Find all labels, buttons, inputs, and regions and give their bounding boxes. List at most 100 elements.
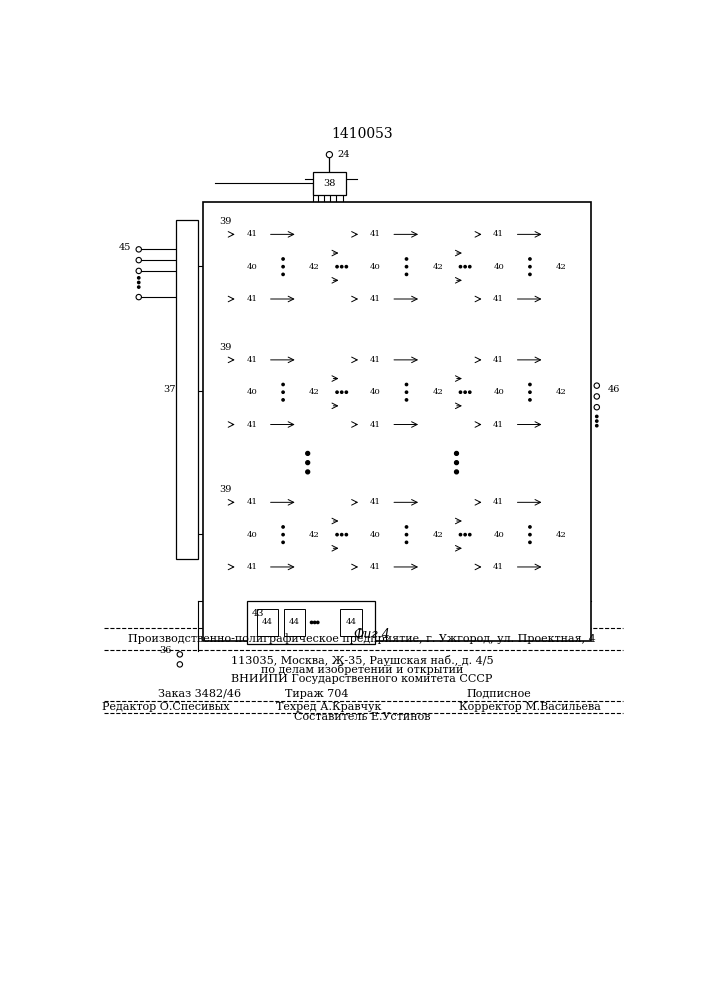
Text: по делам изобретений и открытий: по делам изобретений и открытий	[261, 664, 463, 675]
Text: Редактор О.Спесивых: Редактор О.Спесивых	[102, 702, 230, 712]
Circle shape	[529, 399, 531, 401]
Circle shape	[595, 415, 598, 418]
Text: 39: 39	[219, 343, 232, 352]
Bar	[298, 501, 331, 569]
Text: 45: 45	[119, 243, 131, 252]
Text: Тираж 704: Тираж 704	[285, 689, 349, 699]
Bar	[235, 414, 268, 435]
Bar	[482, 255, 515, 278]
Circle shape	[305, 461, 310, 465]
Circle shape	[345, 533, 348, 536]
Text: Корректор М.Васильева: Корректор М.Васильева	[459, 702, 601, 712]
Circle shape	[341, 266, 343, 268]
Text: Фиг.4: Фиг.4	[353, 628, 390, 641]
Text: 40: 40	[370, 388, 380, 396]
Circle shape	[341, 533, 343, 536]
Bar	[482, 492, 515, 513]
Circle shape	[138, 281, 140, 284]
Circle shape	[460, 533, 462, 536]
Text: 40: 40	[246, 388, 257, 396]
Text: 41: 41	[246, 230, 257, 238]
Bar	[235, 381, 268, 404]
Bar	[298, 233, 331, 301]
Circle shape	[405, 399, 408, 401]
Bar	[473, 487, 580, 582]
Circle shape	[469, 533, 471, 536]
Circle shape	[529, 383, 531, 386]
Text: 41: 41	[493, 563, 504, 571]
Text: 41: 41	[370, 295, 380, 303]
Text: 38: 38	[323, 179, 336, 188]
Bar	[359, 289, 391, 309]
Bar	[482, 381, 515, 404]
Bar	[235, 492, 268, 513]
Bar	[545, 501, 578, 569]
Circle shape	[305, 451, 310, 455]
Circle shape	[529, 541, 531, 544]
Circle shape	[282, 391, 284, 393]
Text: 39: 39	[219, 217, 232, 226]
Bar	[226, 487, 334, 582]
Text: 40: 40	[370, 263, 380, 271]
Bar	[235, 224, 268, 245]
Text: 40: 40	[493, 263, 504, 271]
Bar	[473, 345, 580, 440]
Circle shape	[405, 526, 408, 528]
Bar	[257, 609, 279, 636]
Bar	[235, 289, 268, 309]
Text: 44: 44	[346, 618, 356, 626]
Text: Заказ 3482/46: Заказ 3482/46	[158, 689, 241, 699]
Circle shape	[595, 420, 598, 422]
Bar	[226, 345, 334, 440]
Text: 42: 42	[556, 263, 567, 271]
Circle shape	[282, 258, 284, 260]
Bar	[359, 349, 391, 370]
Bar	[359, 224, 391, 245]
Bar	[482, 224, 515, 245]
Bar	[235, 349, 268, 370]
Circle shape	[345, 266, 348, 268]
Text: 37: 37	[163, 385, 176, 394]
Circle shape	[405, 383, 408, 386]
Text: 24: 24	[337, 150, 350, 159]
Bar	[203, 202, 590, 641]
Circle shape	[455, 461, 458, 465]
Text: Составитель Е.Устинов: Составитель Е.Устинов	[293, 712, 430, 722]
Bar	[284, 609, 305, 636]
Text: 1410053: 1410053	[331, 127, 393, 141]
Bar	[215, 336, 587, 447]
Circle shape	[469, 391, 471, 393]
Circle shape	[529, 391, 531, 393]
Bar	[422, 501, 454, 569]
Bar	[215, 478, 587, 590]
Text: 41: 41	[493, 421, 504, 429]
Circle shape	[405, 541, 408, 544]
Bar	[359, 557, 391, 577]
Circle shape	[282, 266, 284, 268]
Circle shape	[345, 391, 348, 393]
Text: 41: 41	[493, 356, 504, 364]
Bar	[482, 289, 515, 309]
Circle shape	[138, 286, 140, 288]
Circle shape	[282, 399, 284, 401]
Text: 36: 36	[160, 646, 172, 655]
Circle shape	[341, 391, 343, 393]
Circle shape	[529, 533, 531, 536]
Text: 41: 41	[246, 563, 257, 571]
Circle shape	[310, 621, 312, 624]
Text: 41: 41	[246, 498, 257, 506]
Text: 42: 42	[433, 263, 443, 271]
Text: Техред А.Кравчук: Техред А.Кравчук	[276, 702, 381, 712]
Circle shape	[405, 391, 408, 393]
Bar	[545, 358, 578, 426]
Circle shape	[460, 266, 462, 268]
Text: 42: 42	[309, 531, 320, 539]
Text: 40: 40	[493, 531, 504, 539]
Circle shape	[529, 526, 531, 528]
Bar	[313, 172, 346, 195]
Bar	[247, 601, 375, 644]
Text: Подписное: Подписное	[467, 689, 532, 699]
Bar	[340, 609, 362, 636]
Bar	[350, 345, 457, 440]
Circle shape	[282, 383, 284, 386]
